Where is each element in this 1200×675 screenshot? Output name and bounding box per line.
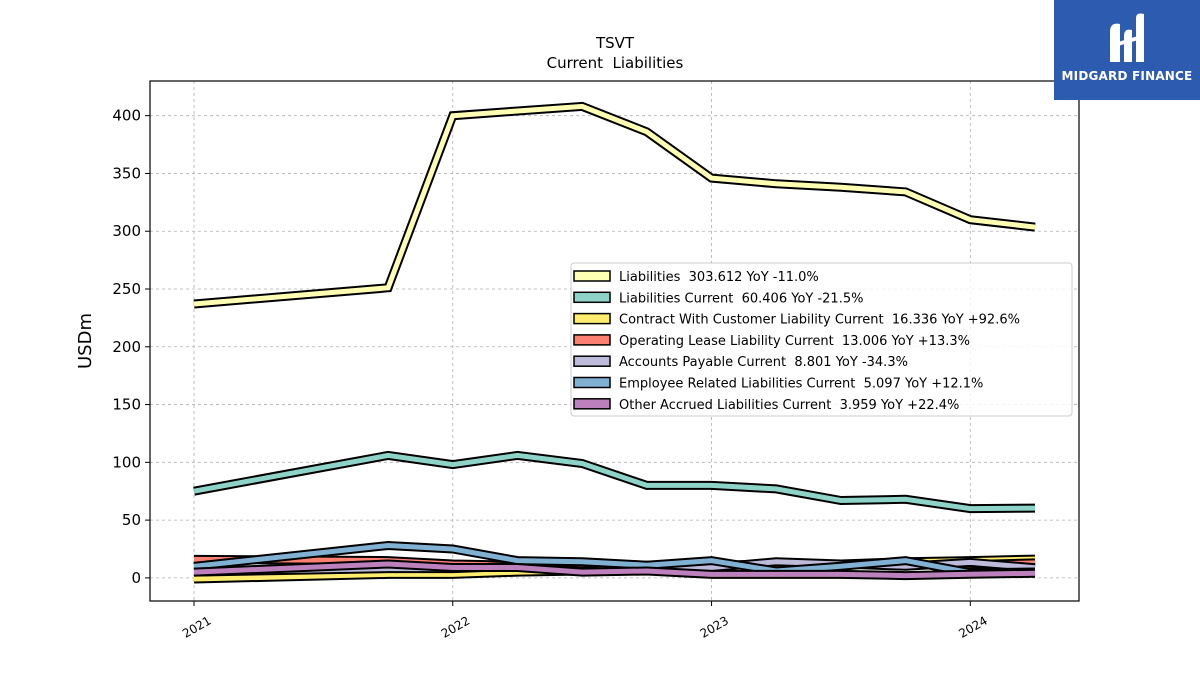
x-tick-label: 2022 bbox=[439, 613, 472, 640]
legend-label: Other Accrued Liabilities Current 3.959 … bbox=[619, 398, 959, 413]
y-tick-label: 100 bbox=[112, 453, 141, 471]
legend-label: Operating Lease Liability Current 13.006… bbox=[619, 334, 970, 349]
brand-logo: MIDGARD FINANCE bbox=[1054, 0, 1200, 100]
y-tick-label: 0 bbox=[131, 569, 141, 587]
midgard-logo-icon bbox=[1110, 13, 1144, 63]
legend-frame bbox=[570, 262, 1073, 417]
x-tick-label: 2024 bbox=[956, 613, 989, 640]
legend-label: Accounts Payable Current 8.801 YoY -34.3… bbox=[619, 355, 908, 370]
y-tick-label: 150 bbox=[112, 396, 141, 414]
legend-swatch bbox=[573, 398, 611, 410]
legend-label: Employee Related Liabilities Current 5.0… bbox=[619, 377, 983, 392]
series-line bbox=[193, 103, 1036, 307]
x-tick-label: 2021 bbox=[180, 613, 213, 640]
y-axis-label: USDm bbox=[75, 313, 96, 369]
brand-logo-text: MIDGARD FINANCE bbox=[1061, 69, 1193, 83]
legend-swatch bbox=[573, 270, 611, 282]
y-tick-label: 300 bbox=[112, 222, 141, 240]
legend-swatch bbox=[573, 376, 611, 389]
legend-label: Liabilities 303.612 YoY -11.0% bbox=[619, 270, 819, 285]
y-tick-label: 200 bbox=[112, 338, 141, 356]
x-tick-label: 2023 bbox=[698, 613, 731, 640]
series-5-line bbox=[193, 540, 1036, 578]
series-6-line bbox=[193, 559, 1036, 581]
series-line bbox=[193, 452, 1036, 512]
y-tick-label: 350 bbox=[112, 164, 141, 182]
series-line bbox=[193, 542, 1036, 576]
y-tick-label: 50 bbox=[122, 511, 141, 529]
chart-subtitle: Current Liabilities bbox=[547, 54, 684, 72]
y-tick-label: 400 bbox=[112, 107, 141, 125]
series-1-line bbox=[193, 450, 1036, 514]
plot-area-frame bbox=[149, 80, 1080, 602]
y-tick-label: 250 bbox=[112, 280, 141, 298]
legend-swatch bbox=[573, 312, 611, 325]
legend-swatch bbox=[573, 355, 611, 367]
series-line bbox=[193, 561, 1036, 579]
series-0-line bbox=[193, 101, 1036, 309]
series-lines bbox=[193, 101, 1036, 584]
legend-label: Contract With Customer Liability Current… bbox=[619, 313, 1020, 328]
legend-swatch bbox=[573, 291, 611, 304]
legend-swatch bbox=[573, 334, 611, 346]
legend-label: Liabilities Current 60.406 YoY -21.5% bbox=[619, 291, 863, 306]
chart-title: TSVT bbox=[595, 34, 635, 52]
legend: Liabilities 303.612 YoY -11.0% Liabilitie… bbox=[570, 262, 1073, 417]
